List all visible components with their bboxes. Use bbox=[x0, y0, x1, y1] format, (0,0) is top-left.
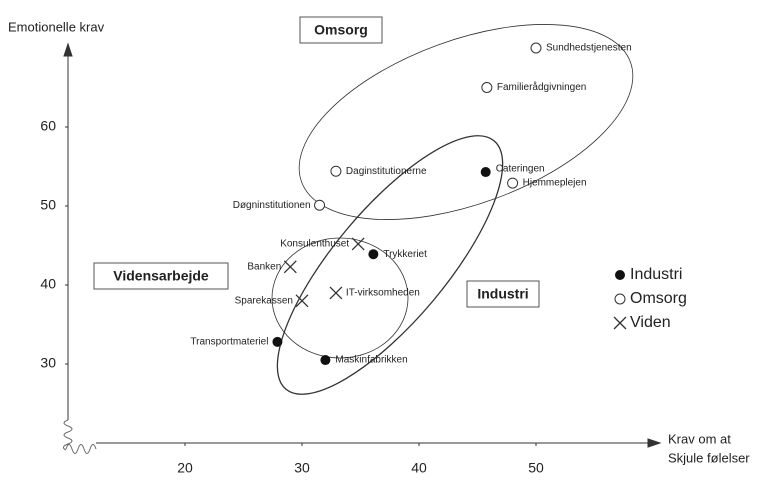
x-tick-label: 50 bbox=[528, 460, 544, 476]
point-label: IT-virksomheden bbox=[346, 288, 420, 299]
point-label: Cateringen bbox=[496, 164, 545, 175]
viden-ellipse bbox=[271, 237, 409, 359]
annotation-box bbox=[93, 262, 229, 290]
point-label: Sparekassen bbox=[235, 295, 293, 306]
axis-break bbox=[62, 419, 97, 454]
legend-marker bbox=[614, 293, 626, 305]
annotation: Vidensarbejde bbox=[113, 268, 209, 284]
x-axis-label: Krav om at bbox=[668, 431, 731, 446]
x-tick-label: 30 bbox=[294, 460, 310, 476]
omsorg-ellipse bbox=[298, 24, 634, 220]
legend-marker bbox=[615, 270, 625, 280]
point-label: Sundhedstjenesten bbox=[546, 43, 632, 54]
y-tick-label: 50 bbox=[40, 197, 56, 213]
annotation: Omsorg bbox=[314, 22, 368, 38]
point-label: Transportmateriel bbox=[190, 337, 268, 348]
legend-label: Omsorg bbox=[630, 290, 687, 307]
point bbox=[283, 260, 297, 274]
point-label: Familierådgivningen bbox=[497, 81, 587, 93]
point bbox=[329, 286, 343, 300]
axes bbox=[62, 42, 662, 454]
point bbox=[481, 82, 493, 93]
y-tick-label: 60 bbox=[40, 118, 56, 134]
point bbox=[351, 237, 365, 251]
point bbox=[272, 336, 283, 347]
point bbox=[314, 199, 326, 211]
point-label: Trykkeriet bbox=[383, 249, 427, 260]
group-ellipses bbox=[271, 24, 634, 395]
y-arrow bbox=[63, 42, 73, 57]
legend-label: Viden bbox=[630, 314, 671, 331]
x-tick-label: 40 bbox=[411, 460, 427, 476]
y-tick-label: 40 bbox=[40, 276, 56, 292]
x-axis-label: Skjule følelser bbox=[668, 450, 750, 465]
point bbox=[330, 165, 342, 177]
industri-ellipse bbox=[276, 135, 504, 395]
legend-marker bbox=[613, 316, 627, 330]
annotation-box bbox=[466, 280, 540, 308]
point-label: Banken bbox=[247, 261, 281, 272]
y-tick-label: 30 bbox=[40, 355, 56, 371]
point bbox=[530, 42, 542, 54]
point-label: Døgninstitutionen bbox=[233, 200, 311, 211]
annotation: Industri bbox=[477, 286, 528, 302]
legend-label: Industri bbox=[630, 266, 682, 283]
point bbox=[368, 249, 379, 260]
point-label: Konsulenthuset bbox=[280, 239, 349, 250]
point bbox=[507, 177, 519, 189]
x-tick-label: 20 bbox=[177, 460, 193, 476]
annotation-box bbox=[299, 16, 383, 44]
point bbox=[480, 167, 491, 178]
point bbox=[320, 355, 331, 366]
point bbox=[295, 294, 309, 308]
x-arrow bbox=[647, 438, 662, 448]
point-label: Hjemmeplejen bbox=[523, 178, 587, 189]
y-axis-label: Emotionelle krav bbox=[8, 19, 105, 34]
point-label: Maskinfabrikken bbox=[335, 355, 407, 366]
point-label: Daginstitutionerne bbox=[346, 166, 427, 177]
